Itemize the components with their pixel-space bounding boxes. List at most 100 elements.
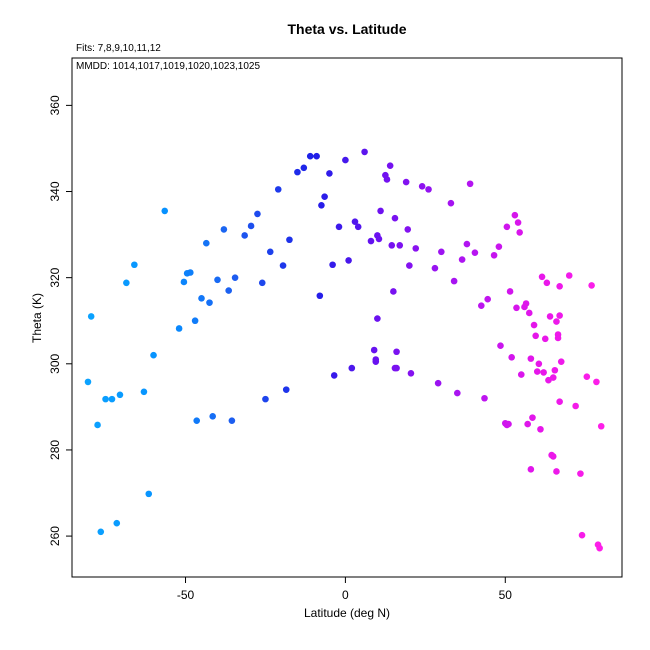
data-point: [113, 519, 121, 527]
data-point: [540, 369, 547, 376]
data-point: [425, 186, 432, 193]
data-point: [434, 379, 442, 387]
data-point: [330, 372, 338, 379]
data-point: [577, 470, 584, 477]
x-tick-label: 0: [342, 588, 349, 602]
data-point: [471, 249, 479, 256]
data-point: [274, 186, 282, 193]
data-point: [530, 321, 538, 329]
data-point: [450, 277, 458, 285]
data-point: [294, 168, 301, 176]
data-point: [497, 342, 504, 350]
data-point: [316, 292, 324, 300]
data-point: [247, 222, 255, 230]
data-point: [131, 261, 138, 269]
data-point: [525, 309, 533, 317]
data-point: [123, 279, 130, 287]
data-point: [374, 315, 381, 322]
data-point: [527, 355, 535, 362]
x-axis: -50 0 50: [177, 577, 512, 602]
data-point: [318, 202, 325, 209]
data-point: [108, 395, 116, 403]
data-point: [94, 421, 101, 429]
data-point: [597, 422, 605, 430]
data-point: [565, 272, 573, 279]
data-point: [116, 391, 124, 399]
data-point: [150, 351, 157, 359]
data-point: [583, 373, 591, 381]
data-point: [377, 207, 384, 215]
data-point: [549, 453, 557, 460]
data-point: [282, 386, 290, 393]
data-point: [578, 531, 586, 539]
data-point: [447, 199, 455, 207]
data-point: [161, 207, 169, 215]
y-tick-label: 320: [48, 267, 62, 287]
data-point: [527, 466, 535, 473]
data-point: [484, 295, 491, 303]
data-point: [313, 152, 320, 160]
data-point: [522, 300, 530, 307]
data-point: [390, 288, 397, 295]
data-point: [97, 528, 105, 536]
data-point: [198, 295, 205, 302]
data-point: [506, 288, 514, 295]
data-point: [345, 257, 352, 264]
data-point: [342, 156, 349, 164]
plot-frame: [71, 57, 623, 578]
data-point: [386, 162, 394, 169]
mmdd-annotation: MMDD: 1014,1017,1019,1020,1023,1025: [76, 61, 260, 72]
data-point: [203, 239, 210, 247]
data-point: [551, 366, 559, 374]
data-point: [228, 417, 236, 424]
data-point: [372, 358, 380, 365]
data-point: [478, 302, 485, 309]
data-point: [513, 304, 520, 312]
data-point: [463, 240, 471, 248]
data-point: [593, 378, 600, 386]
data-point: [321, 193, 328, 200]
x-tick-label: -50: [177, 588, 195, 602]
data-point: [596, 544, 603, 552]
data-point: [225, 287, 232, 294]
data-point: [572, 402, 579, 410]
data-point: [538, 273, 546, 281]
data-point: [557, 358, 565, 365]
data-point: [549, 374, 557, 381]
data-point: [220, 226, 228, 233]
data-point: [145, 490, 153, 498]
data-point: [206, 299, 213, 306]
y-tick-label: 280: [48, 440, 62, 460]
data-point: [511, 211, 519, 219]
y-tick-label: 300: [48, 353, 62, 373]
data-point: [418, 183, 426, 190]
data-point: [546, 313, 554, 320]
data-point: [335, 223, 343, 231]
data-point: [241, 232, 248, 239]
data-point: [388, 242, 396, 249]
data-point: [258, 279, 266, 287]
data-point: [254, 210, 261, 218]
data-point: [402, 178, 410, 186]
data-point: [84, 378, 92, 386]
data-point: [556, 398, 563, 406]
data-point: [370, 346, 378, 354]
data-point: [375, 235, 383, 243]
data-point: [87, 313, 95, 320]
data-point: [266, 248, 274, 256]
data-point: [505, 420, 512, 428]
data-point: [514, 219, 522, 226]
data-point: [214, 276, 221, 284]
data-point: [431, 264, 439, 272]
data-point: [209, 413, 216, 420]
data-point: [508, 354, 515, 361]
data-point: [361, 148, 368, 156]
data-point: [351, 218, 359, 225]
data-point: [537, 425, 544, 433]
data-point: [524, 420, 531, 428]
data-point: [396, 242, 404, 249]
data-point: [367, 237, 375, 245]
data-point: [262, 395, 269, 403]
data-point: [529, 414, 536, 421]
chart-title: Theta vs. Latitude: [287, 21, 406, 37]
